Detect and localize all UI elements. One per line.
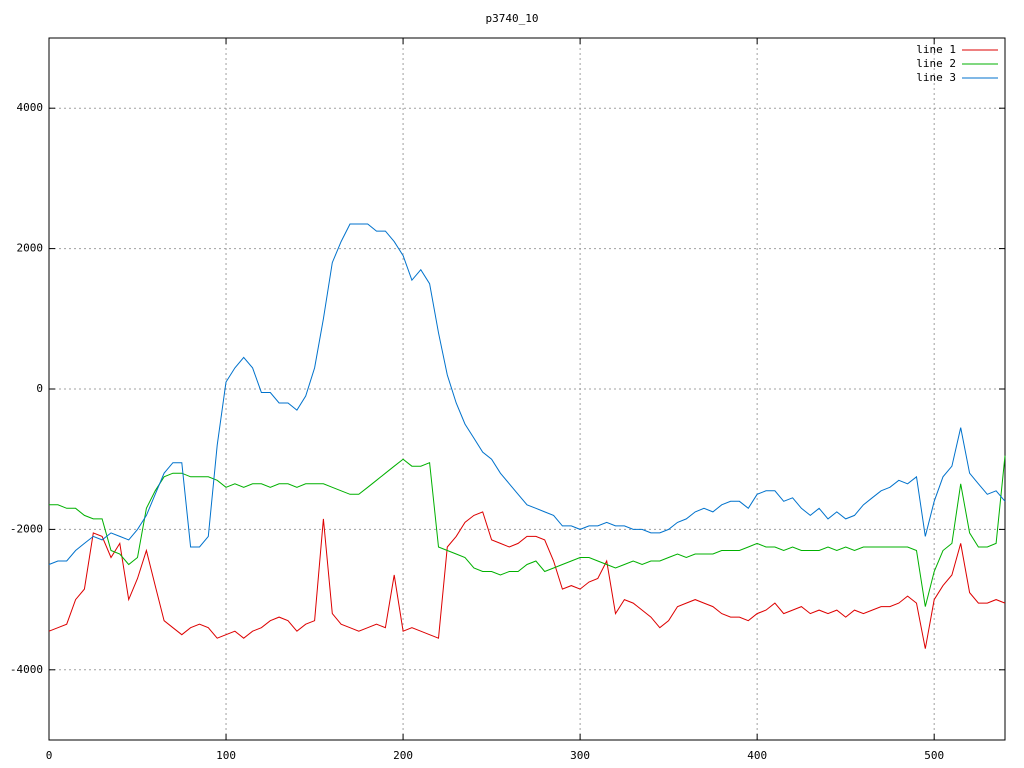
- series-line: [48, 511, 1006, 649]
- chart-title: p3740_10: [486, 12, 539, 25]
- x-tick-label: 400: [747, 749, 767, 762]
- legend-label: line 2: [916, 57, 956, 70]
- series-line: [49, 455, 1006, 607]
- y-tick-label: 2000: [17, 242, 44, 255]
- x-tick-label: 200: [393, 749, 413, 762]
- x-tick-label: 300: [570, 749, 590, 762]
- x-tick-label: 500: [924, 749, 944, 762]
- legend-label: line 1: [916, 43, 956, 56]
- y-tick-label: -2000: [10, 522, 43, 535]
- y-tick-label: 0: [36, 382, 43, 395]
- x-tick-label: 100: [216, 749, 236, 762]
- x-tick-label: 0: [46, 749, 53, 762]
- y-tick-label: -4000: [10, 663, 43, 676]
- y-tick-label: 4000: [17, 101, 44, 114]
- legend-label: line 3: [916, 71, 956, 84]
- plot-frame: [48, 37, 1006, 741]
- series-line: [48, 223, 1006, 565]
